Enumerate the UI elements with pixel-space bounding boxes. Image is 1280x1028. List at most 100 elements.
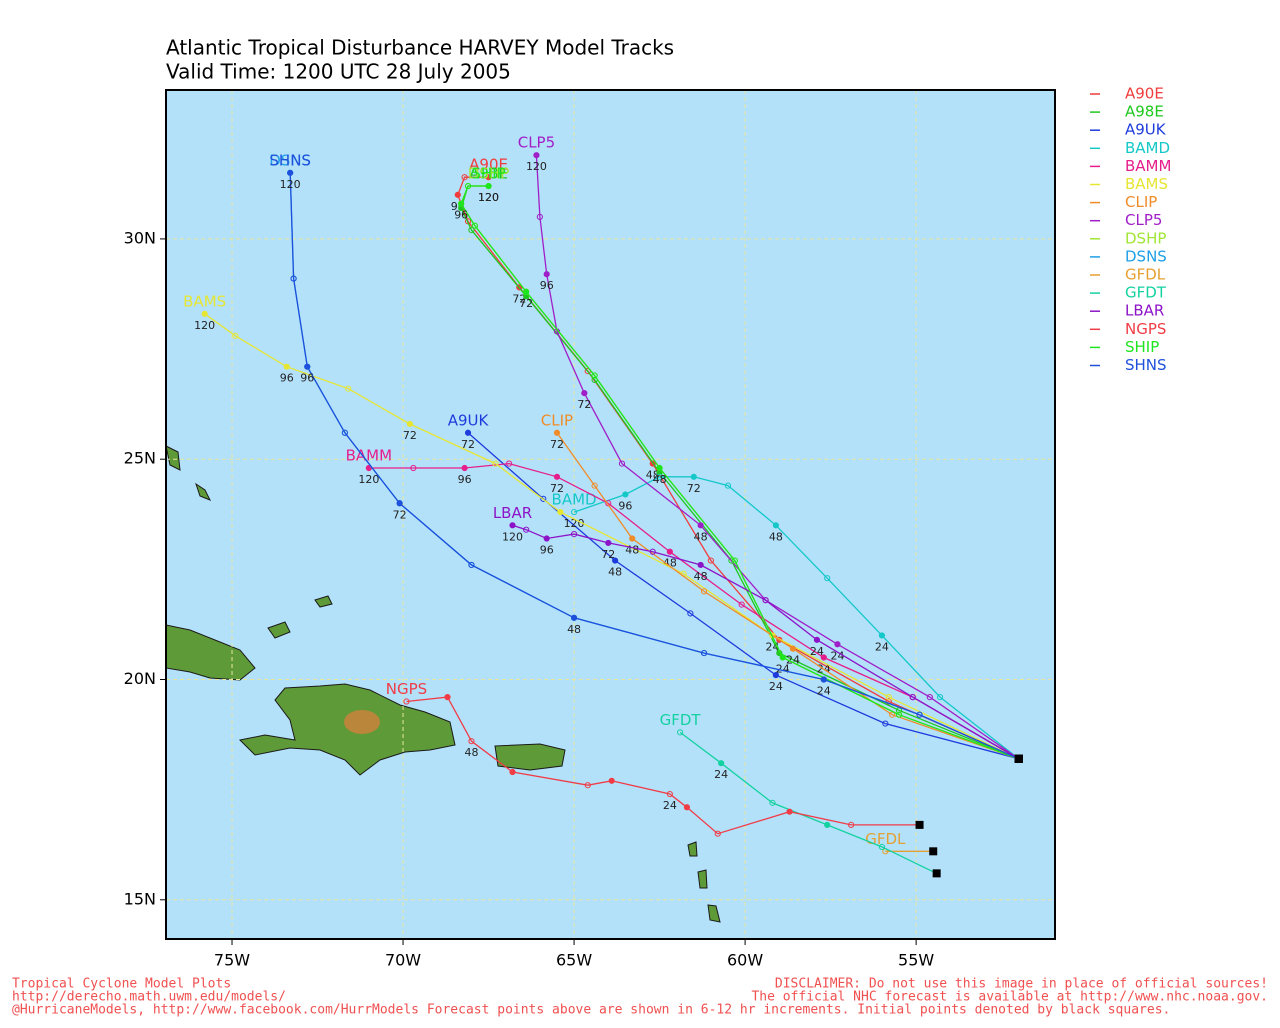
hour-label: 72	[601, 548, 615, 561]
hour-label: 96	[540, 279, 554, 292]
hour-label: 48	[608, 566, 622, 579]
forecast-point	[824, 575, 831, 582]
forecast-point	[591, 372, 598, 379]
legend-label: CLP5	[1125, 211, 1162, 229]
tracks: 48 72 96 A90E 120 A98E 24 48 72 A9UK 24 48 72 96 120 BA…	[183, 134, 1023, 878]
forecast-point	[605, 539, 612, 547]
forecast-point	[485, 174, 492, 181]
forecast-point	[468, 561, 475, 569]
forecast-point	[232, 332, 239, 339]
forecast-point	[820, 676, 827, 683]
hour-label: 24	[776, 662, 790, 675]
track-line	[460, 185, 1019, 760]
forecast-point	[718, 760, 725, 767]
track-name: GFDT	[660, 711, 702, 729]
forecast-point	[834, 641, 841, 648]
hour-label: 48	[625, 544, 639, 557]
x-tick-label: 75W	[214, 951, 250, 970]
forecast-point	[461, 464, 468, 472]
hour-label: 24	[786, 654, 800, 667]
track-name: CLIP	[541, 411, 573, 429]
forecast-point	[509, 522, 516, 529]
hour-label: 120	[280, 178, 301, 191]
forecast-point	[492, 460, 499, 467]
y-tick-label: 20N	[124, 669, 156, 688]
plot-frame	[165, 89, 1056, 940]
island	[195, 482, 212, 501]
track-name: LBAR	[493, 504, 532, 522]
forecast-point	[769, 799, 776, 806]
forecast-point	[468, 227, 475, 234]
legend-label: GFDL	[1125, 266, 1166, 284]
island	[687, 841, 698, 857]
chart-title: Atlantic Tropical Disturbance HARVEY Mod…	[166, 36, 674, 60]
y-tick-label: 15N	[124, 889, 156, 908]
hour-label: 72	[393, 508, 407, 521]
forecast-point	[505, 460, 513, 467]
hour-label: 72	[577, 398, 591, 411]
forecast-point	[813, 636, 821, 643]
legend-label: SHIP	[1125, 338, 1159, 356]
forecast-point	[878, 632, 886, 639]
initial-point	[915, 820, 924, 829]
island	[697, 869, 708, 889]
forecast-point	[608, 777, 615, 784]
track-line	[512, 524, 1020, 760]
hour-label: 24	[663, 799, 677, 812]
forecast-point	[403, 698, 410, 705]
forecast-point	[618, 460, 626, 467]
legend-label: CLIP	[1125, 193, 1157, 211]
track-line	[289, 172, 1019, 760]
track-line	[460, 185, 1019, 760]
forecast-point	[536, 213, 543, 220]
forecast-point	[690, 473, 697, 480]
island	[267, 621, 291, 639]
forecast-point	[700, 588, 708, 595]
track-name: SHIP	[471, 165, 505, 183]
forecast-point	[885, 698, 892, 705]
forecast-point	[885, 694, 892, 701]
hour-label: 120	[194, 319, 215, 332]
forecast-point	[895, 711, 903, 718]
track-name: SHNS	[269, 151, 311, 169]
hour-label: 48	[694, 530, 708, 543]
ocean	[166, 90, 1055, 939]
legend-label: BAMM	[1125, 157, 1171, 175]
hour-label: 120	[358, 473, 379, 486]
initial-point	[929, 847, 938, 856]
forecast-point	[523, 526, 530, 533]
hour-label: 96	[618, 499, 632, 512]
forecast-point	[570, 508, 578, 516]
track-line	[556, 432, 1019, 760]
forecast-point	[584, 782, 591, 789]
forecast-point	[341, 429, 348, 436]
forecast-point	[629, 535, 636, 542]
hour-label: 96	[458, 473, 472, 486]
legend-label: SHNS	[1125, 356, 1167, 374]
legend-label: A9UK	[1125, 121, 1167, 139]
forecast-point	[848, 821, 855, 828]
track-name: NGPS	[386, 680, 427, 698]
hour-label: 48	[464, 746, 478, 759]
x-tick-label: 70W	[385, 951, 421, 970]
forecast-point	[509, 768, 516, 776]
legend-label: LBAR	[1125, 302, 1164, 320]
x-tick-label: 55W	[898, 951, 934, 970]
hour-label: 48	[653, 473, 667, 486]
track-line	[573, 476, 1020, 760]
forecast-point	[464, 429, 472, 436]
track-line	[406, 696, 920, 835]
forecast-point	[283, 363, 290, 370]
footer-text: DISCLAIMER: Do not use this image in pla…	[775, 977, 1268, 992]
legend-label: NGPS	[1125, 320, 1166, 338]
forecast-point	[553, 473, 561, 480]
forecast-point	[649, 548, 656, 555]
forecast-point	[543, 535, 550, 542]
legend: A90EA98EA9UKBAMDBAMMBAMSCLIPCLP5DSHPDSNS…	[1090, 85, 1171, 374]
hour-label: 120	[502, 530, 523, 543]
hour-label: 120	[478, 191, 499, 204]
x-tick-label: 60W	[727, 951, 763, 970]
footer: Tropical Cyclone Model Plotshttp://derec…	[12, 977, 1268, 1018]
legend-label: A98E	[1125, 103, 1164, 121]
